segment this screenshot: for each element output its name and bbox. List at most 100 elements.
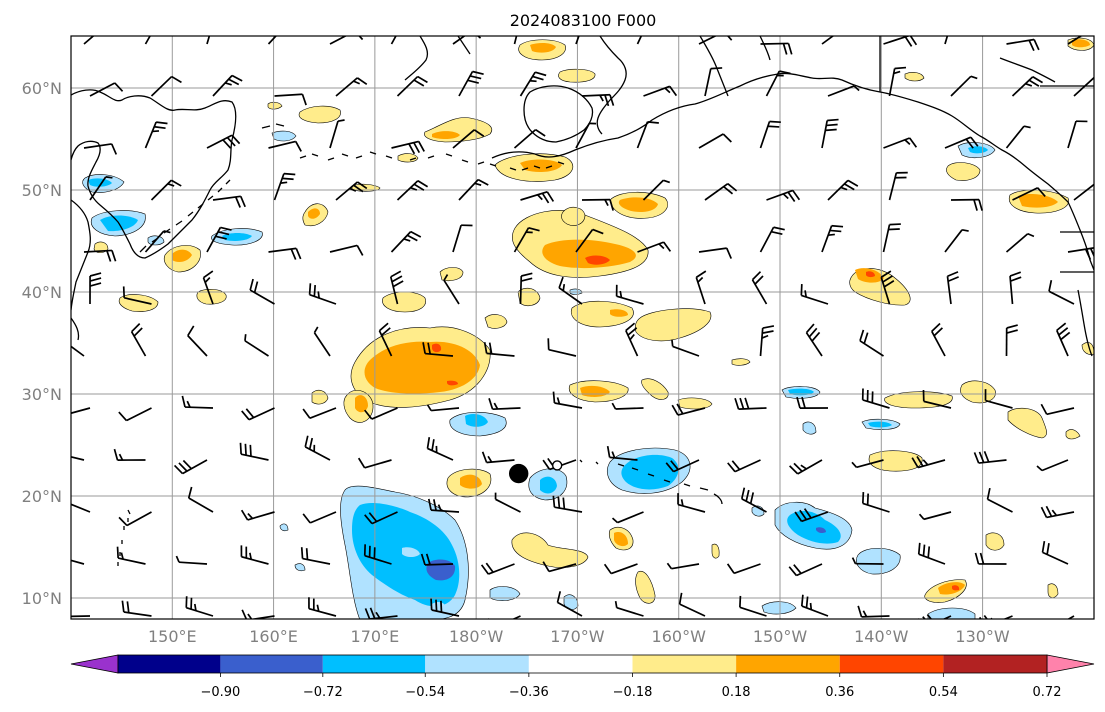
wind-barb xyxy=(83,36,111,45)
wind-barb xyxy=(552,391,583,409)
wind-barb xyxy=(759,226,785,253)
filled-dot-marker xyxy=(508,463,529,484)
wind-barb xyxy=(821,36,835,45)
strong-positive-anomaly-area xyxy=(866,271,875,278)
wind-barb xyxy=(625,322,639,357)
wind-barb xyxy=(308,597,337,617)
colorbar-tick-label: −0.72 xyxy=(303,685,343,700)
wind-barb xyxy=(827,85,860,97)
wind-barb xyxy=(1006,38,1040,52)
wind-barb xyxy=(671,339,700,357)
wind-barb xyxy=(274,93,307,106)
wind-barb xyxy=(268,140,302,152)
wind-barb xyxy=(390,230,422,253)
longitude-label: 140°W xyxy=(854,627,909,646)
latitude-label: 30°N xyxy=(22,385,62,404)
wind-barb xyxy=(202,270,214,305)
wind-barb xyxy=(1011,75,1043,97)
negative-anomaly-area xyxy=(856,547,901,575)
positive-anomaly-area xyxy=(196,289,227,305)
wind-barb xyxy=(918,511,952,521)
wind-barb xyxy=(206,134,241,149)
wind-barb xyxy=(603,563,638,575)
wind-barb xyxy=(304,435,331,461)
wind-barb xyxy=(1048,279,1075,305)
coastline-alaska xyxy=(491,72,1069,203)
wind-barb xyxy=(917,542,946,565)
positive-anomaly-area xyxy=(618,197,658,212)
wind-barb xyxy=(637,241,672,253)
wind-barb xyxy=(575,228,604,253)
coastline-alaska xyxy=(523,85,594,143)
wind-barb xyxy=(1040,505,1075,519)
positive-anomaly-area xyxy=(634,308,712,342)
wind-barb xyxy=(364,407,398,420)
wind-barb xyxy=(698,36,733,45)
longitude-label: 160°W xyxy=(652,627,707,646)
wind-barb xyxy=(240,509,275,521)
wind-barb xyxy=(984,389,1013,409)
wind-barb xyxy=(704,67,723,97)
wind-barb xyxy=(187,486,214,513)
wind-barb xyxy=(390,36,397,45)
wind-barb xyxy=(547,338,577,357)
wind-barb xyxy=(615,284,644,305)
colorbar-tick-label: −0.90 xyxy=(200,685,240,700)
wind-barb xyxy=(888,171,908,201)
wind-barb xyxy=(636,36,643,45)
wind-barb xyxy=(244,334,269,357)
wind-barb xyxy=(150,75,182,97)
wind-barb xyxy=(695,270,707,305)
coastline-alaska xyxy=(404,36,429,81)
latitude-labels: 10°N 20°N 30°N 40°N 50°N 60°N xyxy=(22,79,62,608)
wind-barb xyxy=(698,133,732,149)
wind-barb xyxy=(494,492,521,513)
wind-barb xyxy=(389,270,404,305)
wind-barb xyxy=(851,459,884,469)
wind-barb xyxy=(144,121,168,149)
wind-barb xyxy=(827,179,859,201)
wind-barb xyxy=(71,503,91,513)
wind-barb xyxy=(821,118,839,149)
coastline-canada xyxy=(999,57,1056,83)
wind-barb xyxy=(206,36,211,45)
wind-barb xyxy=(144,36,152,45)
positive-anomaly-area xyxy=(542,239,636,269)
wind-barb xyxy=(973,451,1007,464)
map-title: 2024083100 F000 xyxy=(510,11,657,30)
wind-barb xyxy=(488,398,521,411)
wind-barb xyxy=(944,136,979,149)
wind-barb xyxy=(363,544,392,565)
negative-anomaly-area xyxy=(279,523,289,532)
wind-barb xyxy=(882,223,901,253)
wind-barb xyxy=(267,36,278,45)
wind-barb xyxy=(175,555,208,565)
wind-barb xyxy=(575,36,580,45)
wind-barb xyxy=(513,128,546,149)
wind-barb xyxy=(666,562,700,570)
wind-barb xyxy=(726,563,761,575)
colorbar: −0.90 −0.72 −0.54 −0.36 −0.18 0.18 0.36 0.54 0.7… xyxy=(70,654,1095,700)
wind-barb xyxy=(1009,271,1022,305)
positive-anomaly-area xyxy=(904,72,925,82)
positive-anomaly-area xyxy=(558,68,596,83)
positive-anomaly-area xyxy=(511,532,589,568)
wind-barb xyxy=(704,183,738,201)
wind-barb xyxy=(430,598,460,617)
longitude-label: 170°E xyxy=(351,627,400,646)
positive-anomaly-area xyxy=(530,42,556,53)
colorbar-tick-label: −0.36 xyxy=(509,685,549,700)
wind-barb xyxy=(861,492,890,513)
wind-barb xyxy=(642,179,671,201)
positive-anomaly-area xyxy=(610,309,628,317)
longitude-label: 150°E xyxy=(148,627,197,646)
wind-barb xyxy=(212,195,246,208)
wind-barb xyxy=(944,228,969,253)
wind-barb xyxy=(458,178,489,201)
wind-barb xyxy=(427,498,460,513)
wind-barb xyxy=(313,326,331,357)
wind-barb xyxy=(1005,125,1031,149)
wind-barb xyxy=(794,508,829,523)
commander-islands xyxy=(261,123,285,129)
wind-barb xyxy=(1067,615,1075,619)
